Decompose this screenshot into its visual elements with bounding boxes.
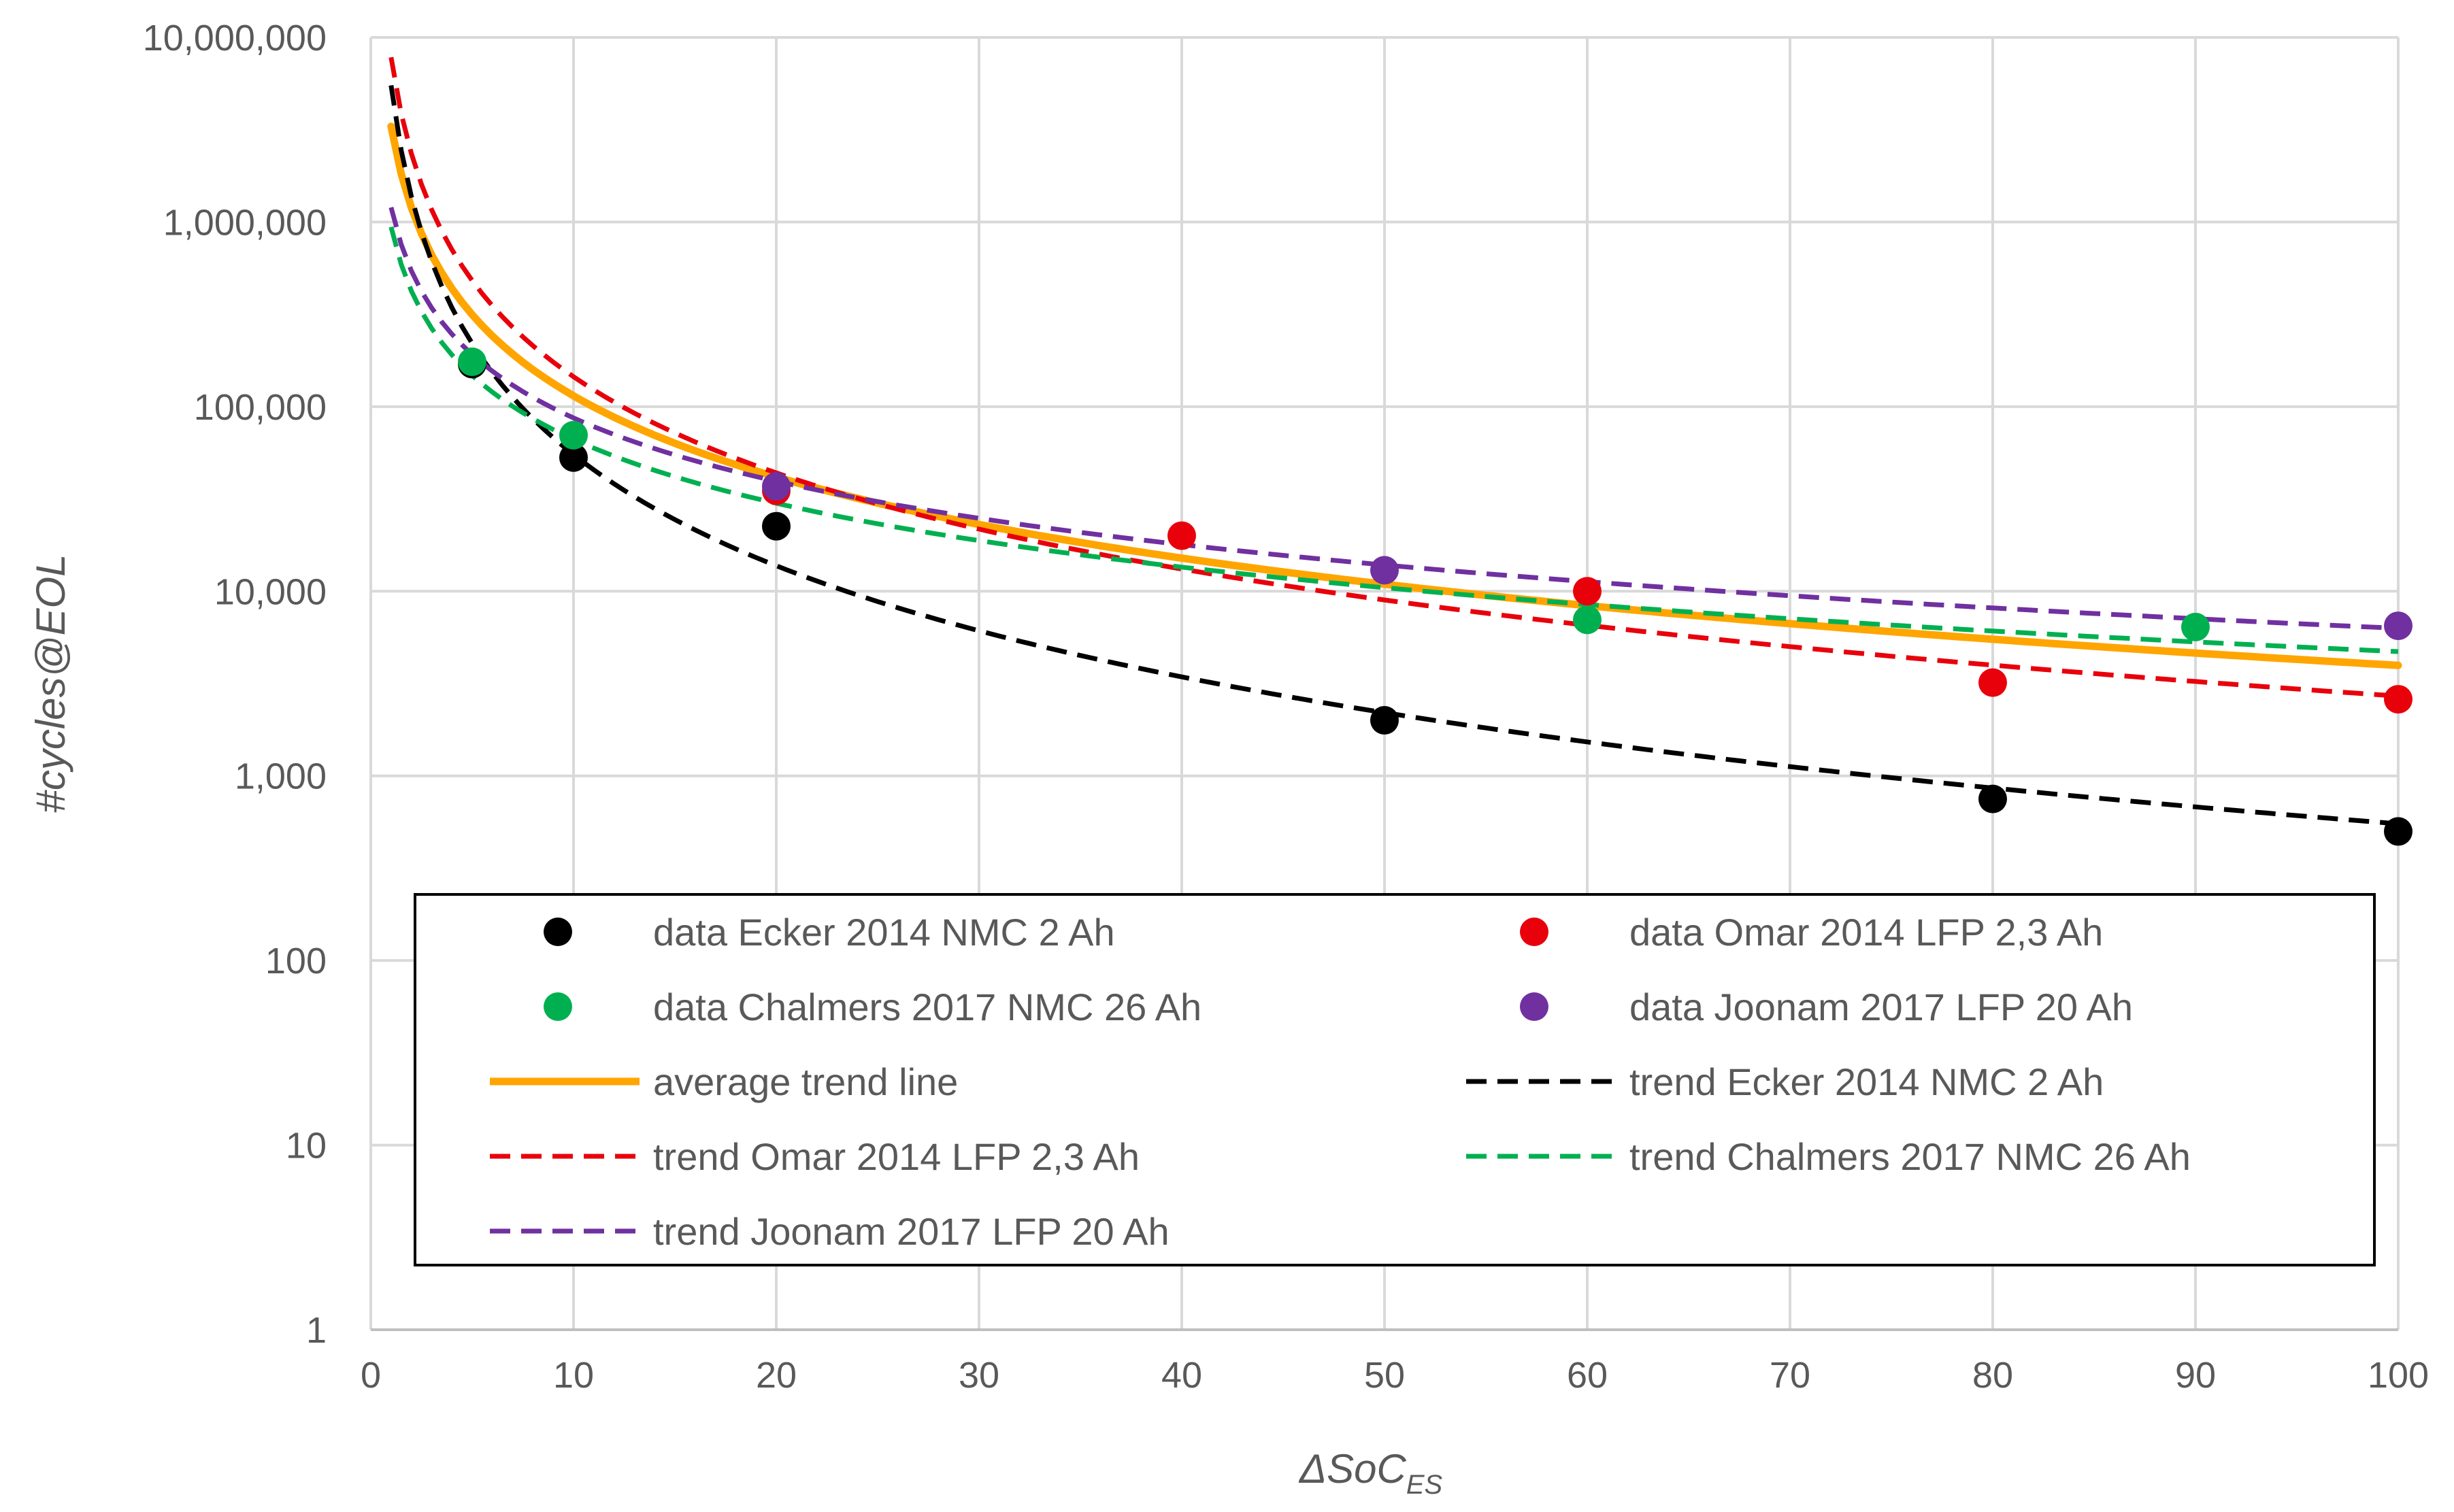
x-tick-label: 50: [1364, 1355, 1405, 1396]
y-tick-label: 10,000: [214, 571, 327, 612]
x-tick-label: 30: [959, 1355, 999, 1396]
legend-entry: trend Chalmers 2017 NMC 26 Ah: [1466, 1135, 2191, 1178]
x-tick-label: 70: [1770, 1355, 1810, 1396]
data-point-series-3: [762, 472, 791, 501]
legend-label: data Chalmers 2017 NMC 26 Ah: [653, 986, 1201, 1028]
data-point-series-3: [2384, 611, 2412, 641]
x-axis-title-main: ΔSoC: [1298, 1446, 1407, 1492]
data-point-series-0: [1978, 784, 2007, 813]
data-point-series-0: [559, 443, 588, 472]
y-tick-label: 100: [265, 941, 327, 981]
data-point-series-2: [2181, 612, 2210, 641]
trend-line-3: [388, 226, 2399, 654]
y-tick-label: 10: [286, 1126, 327, 1166]
legend-entry: data Ecker 2014 NMC 2 Ah: [544, 911, 1115, 954]
y-tick-label: 1,000: [235, 756, 327, 797]
x-tick-label: 60: [1567, 1355, 1608, 1396]
y-tick-label: 1,000,000: [163, 202, 327, 243]
legend-label: trend Ecker 2014 NMC 2 Ah: [1629, 1060, 2104, 1103]
data-points: [458, 347, 2412, 846]
data-point-series-0: [1370, 706, 1399, 735]
legend-label: data Joonam 2017 LFP 20 Ah: [1629, 986, 2133, 1028]
x-axis-title-subscript: ES: [1406, 1470, 1443, 1500]
legend-label: trend Chalmers 2017 NMC 26 Ah: [1629, 1135, 2191, 1178]
legend: data Ecker 2014 NMC 2 Ah data Omar 2014 L…: [414, 893, 2376, 1266]
x-tick-label: 20: [756, 1355, 797, 1396]
x-tick-label: 10: [553, 1355, 594, 1396]
y-tick-label: 10,000,000: [143, 18, 327, 58]
legend-label: data Ecker 2014 NMC 2 Ah: [653, 911, 1115, 954]
data-point-series-0: [2384, 817, 2412, 846]
data-point-series-0: [762, 511, 791, 541]
legend-box: [414, 893, 2376, 1266]
x-tick-label: 100: [2368, 1355, 2429, 1396]
y-axis-title: #cycles@EOL: [28, 554, 73, 813]
legend-label: trend Omar 2014 LFP 2,3 Ah: [653, 1135, 1140, 1178]
data-point-series-1: [1167, 521, 1196, 550]
legend-entry: trend Ecker 2014 NMC 2 Ah: [1466, 1060, 2104, 1103]
trend-line-2: [388, 56, 2399, 699]
x-axis-title: ΔSoCES: [1298, 1446, 1443, 1500]
legend-marker: [1520, 918, 1548, 946]
data-point-series-2: [559, 420, 588, 450]
legend-marker: [544, 992, 572, 1021]
x-tick-label: 40: [1161, 1355, 1202, 1396]
legend-entry: average trend line: [490, 1060, 958, 1103]
legend-label: data Omar 2014 LFP 2,3 Ah: [1629, 911, 2103, 954]
data-point-series-1: [1978, 668, 2007, 697]
data-point-series-1: [1573, 577, 1602, 606]
x-tick-label: 80: [1972, 1355, 2013, 1396]
legend-marker: [544, 918, 572, 946]
trend-line-0: [387, 122, 2402, 669]
legend-label: trend Joonam 2017 LFP 20 Ah: [653, 1210, 1170, 1253]
axes: 0 10 20 30 40 50 60 70 80 90 1001101001,00010,0001…: [28, 18, 2429, 1500]
y-tick-label: 1: [306, 1310, 327, 1351]
x-tick-label: 0: [361, 1355, 381, 1396]
legend-entry: data Joonam 2017 LFP 20 Ah: [1520, 986, 2133, 1028]
data-point-series-2: [1573, 605, 1602, 635]
legend-entry: data Chalmers 2017 NMC 26 Ah: [544, 986, 1201, 1028]
x-tick-label: 90: [2175, 1355, 2216, 1396]
data-point-series-3: [1370, 556, 1399, 585]
data-point-series-1: [2384, 685, 2412, 714]
legend-entry: data Omar 2014 LFP 2,3 Ah: [1520, 911, 2103, 954]
y-tick-label: 100,000: [194, 387, 327, 428]
legend-entry: trend Omar 2014 LFP 2,3 Ah: [490, 1135, 1140, 1178]
legend-entry: trend Joonam 2017 LFP 20 Ah: [490, 1210, 1170, 1253]
legend-label: average trend line: [653, 1060, 958, 1103]
data-point-series-2: [458, 347, 486, 376]
legend-marker: [1520, 992, 1548, 1021]
